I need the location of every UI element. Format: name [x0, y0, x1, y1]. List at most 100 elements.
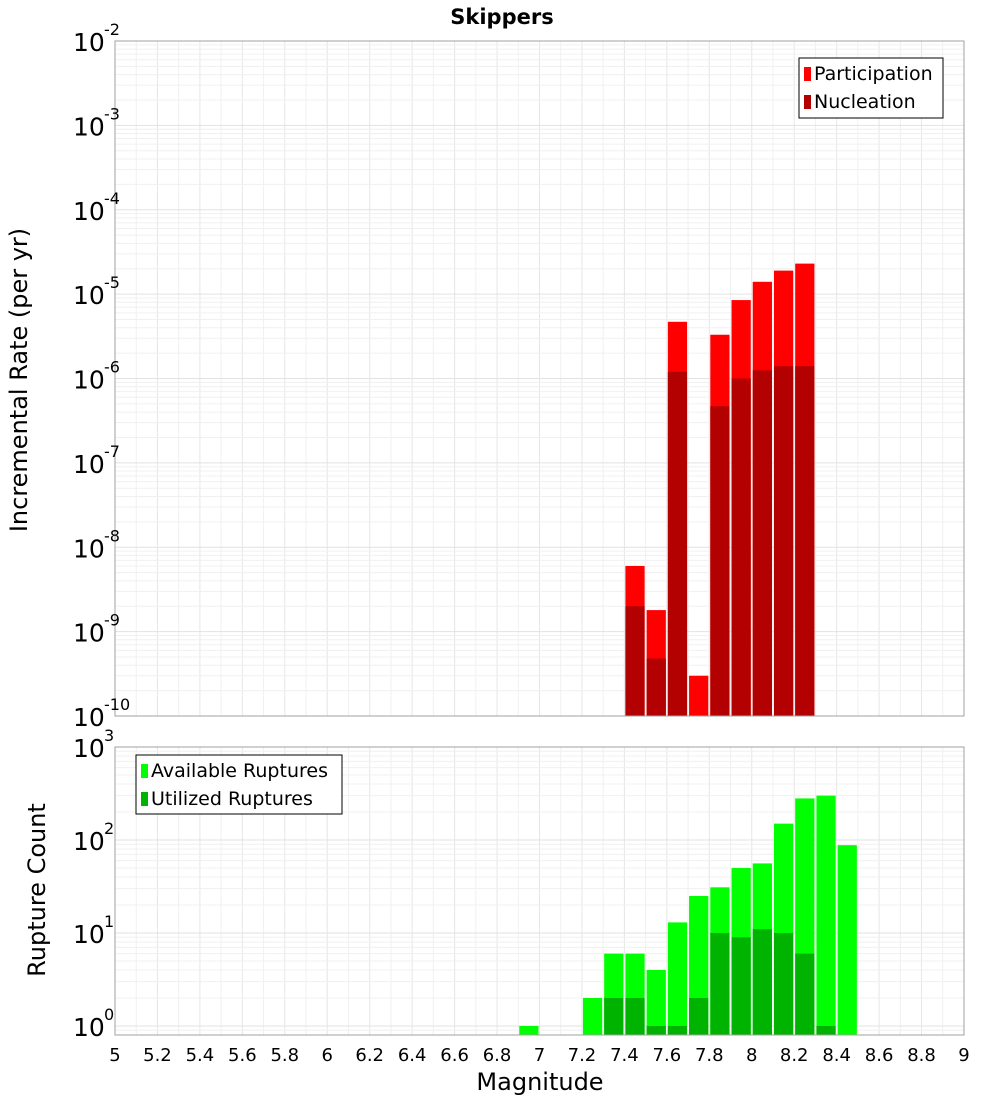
- bottom-x-tick-label: 6: [322, 1045, 333, 1066]
- svg-text:-4: -4: [104, 189, 120, 208]
- top-bar: [646, 658, 666, 716]
- bottom-legend-swatch: [141, 792, 148, 806]
- top-legend-label: Nucleation: [814, 91, 916, 113]
- svg-text:10: 10: [73, 734, 105, 763]
- svg-text:10: 10: [73, 1013, 105, 1042]
- x-axis-label: Magnitude: [476, 1068, 603, 1096]
- top-legend-box: [798, 57, 944, 119]
- top-bar: [795, 366, 815, 716]
- svg-text:-2: -2: [104, 20, 120, 39]
- bottom-y-axis-label: Rupture Count: [23, 803, 51, 977]
- bottom-x-tick-label: 7.4: [610, 1045, 639, 1066]
- bottom-x-tick-label: 5: [109, 1045, 120, 1066]
- bottom-x-tick-label: 8.6: [865, 1045, 894, 1066]
- svg-text:10: 10: [73, 366, 105, 395]
- bottom-x-tick-label: 7.2: [568, 1045, 597, 1066]
- top-y-tick-label: 10 -8: [73, 526, 120, 563]
- bottom-x-tick-label: 5.4: [186, 1045, 215, 1066]
- svg-text:10: 10: [73, 827, 105, 856]
- svg-text:-7: -7: [104, 442, 120, 461]
- top-bar: [773, 366, 794, 716]
- top-legend: Participation Nucleation: [798, 57, 944, 119]
- top-bar: [667, 371, 688, 716]
- svg-text:0: 0: [104, 1005, 114, 1024]
- top-bar: [752, 370, 772, 716]
- top-y-tick-label: 10 -5: [73, 273, 120, 310]
- bottom-x-tick-label: 7.6: [653, 1045, 682, 1066]
- svg-text:-3: -3: [104, 104, 120, 123]
- bottom-bar: [667, 1025, 688, 1035]
- bottom-frame: [114, 746, 965, 1036]
- top-legend-label: Participation: [814, 63, 933, 85]
- bottom-bar: [646, 1025, 666, 1035]
- bottom-bar: [667, 922, 688, 1035]
- bottom-bar: [689, 997, 709, 1035]
- bottom-series-1: [604, 929, 836, 1035]
- bottom-bar: [752, 929, 772, 1035]
- bottom-bar: [773, 932, 794, 1035]
- bottom-bar: [625, 997, 645, 1035]
- svg-text:3: 3: [104, 726, 114, 745]
- svg-text:-6: -6: [104, 358, 120, 377]
- bottom-bar: [816, 1025, 836, 1035]
- top-y-tick-label: 10 -10: [73, 695, 130, 732]
- svg-text:10: 10: [73, 112, 105, 141]
- svg-text:10: 10: [73, 197, 105, 226]
- top-frame: [114, 40, 965, 717]
- bottom-legend-label: Available Ruptures: [151, 760, 328, 782]
- top-y-axis-label: Incremental Rate (per yr): [5, 228, 33, 532]
- top-bar: [625, 606, 645, 716]
- top-y-tick-label: 10 -4: [73, 189, 120, 226]
- bottom-legend-box: [135, 754, 343, 815]
- bottom-x-tick-label: 6.6: [440, 1045, 469, 1066]
- top-grid: [114, 40, 965, 717]
- top-plot: 10-210-310-410-510-610-710-810-910 -10Par…: [73, 20, 965, 732]
- bottom-bar: [604, 997, 624, 1035]
- top-series-1: [625, 366, 815, 716]
- chart-title: Skippers: [450, 5, 553, 29]
- bottom-x-tick-label: 5.8: [270, 1045, 299, 1066]
- bottom-x-tick-label: 8.4: [822, 1045, 851, 1066]
- bottom-legend-swatch: [141, 764, 148, 778]
- bottom-x-tick-label: 8.8: [907, 1045, 936, 1066]
- top-bar: [689, 675, 709, 716]
- bottom-x-tick-label: 7.8: [695, 1045, 724, 1066]
- svg-text:10: 10: [73, 703, 105, 732]
- svg-text:2: 2: [104, 819, 114, 838]
- svg-text:10: 10: [73, 534, 105, 563]
- svg-text:1: 1: [104, 912, 114, 931]
- bottom-bar: [582, 997, 603, 1035]
- bottom-x-tick-label: 6.2: [355, 1045, 384, 1066]
- bottom-y-tick-label: 10 1: [73, 912, 114, 949]
- bottom-x-tick-label: 8.2: [780, 1045, 809, 1066]
- bottom-x-tick-label: 5.2: [143, 1045, 172, 1066]
- bottom-x-tick-label: 7: [534, 1045, 545, 1066]
- bottom-y-tick-label: 10 0: [73, 1005, 114, 1042]
- bottom-bar: [837, 845, 857, 1035]
- bottom-bar: [795, 953, 815, 1035]
- svg-text:10: 10: [73, 619, 105, 648]
- svg-text:10: 10: [73, 920, 105, 949]
- svg-text:10: 10: [73, 450, 105, 479]
- top-bar: [731, 378, 751, 716]
- bottom-bar: [731, 937, 751, 1035]
- svg-text:10: 10: [73, 281, 105, 310]
- bottom-x-tick-label: 6.8: [483, 1045, 512, 1066]
- bottom-y-tick-label: 10 3: [73, 726, 114, 763]
- svg-text:10: 10: [73, 28, 105, 57]
- svg-text:-9: -9: [104, 611, 120, 630]
- bottom-x-tick-label: 8: [746, 1045, 757, 1066]
- bottom-bar: [710, 932, 730, 1035]
- bottom-y-tick-label: 10 2: [73, 819, 114, 856]
- top-y-tick-label: 10 -3: [73, 104, 120, 141]
- bottom-legend: Available Ruptures Utilized Ruptures: [135, 754, 343, 815]
- bottom-x-tick-label: 5.6: [228, 1045, 257, 1066]
- bottom-x-tick-label: 6.4: [398, 1045, 427, 1066]
- svg-text:-5: -5: [104, 273, 120, 292]
- bottom-legend-label: Utilized Ruptures: [151, 788, 313, 810]
- bottom-bar: [646, 969, 666, 1035]
- top-legend-swatch: [804, 67, 811, 81]
- bottom-bar: [816, 795, 836, 1035]
